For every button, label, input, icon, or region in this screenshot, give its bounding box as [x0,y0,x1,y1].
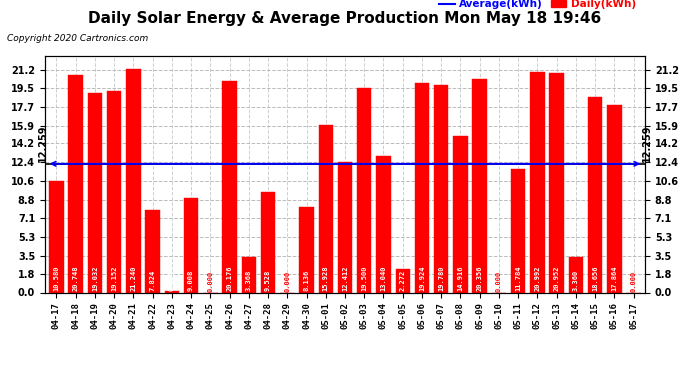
Text: 12.259: 12.259 [38,124,48,162]
Text: 9.008: 9.008 [188,270,194,291]
Text: 12.412: 12.412 [342,266,348,291]
Bar [126,69,141,292]
Bar [607,105,622,292]
Text: 17.864: 17.864 [611,266,618,291]
Legend: Average(kWh), Daily(kWh): Average(kWh), Daily(kWh) [435,0,640,13]
Bar [261,192,275,292]
Text: 19.152: 19.152 [111,266,117,291]
Bar [434,85,448,292]
Bar [473,79,487,292]
Bar [107,92,121,292]
Text: 12.259: 12.259 [642,124,652,162]
Bar [395,268,410,292]
Text: 9.528: 9.528 [265,270,271,291]
Bar [415,83,429,292]
Text: 19.924: 19.924 [419,266,425,291]
Text: 14.916: 14.916 [457,266,464,291]
Bar [569,257,583,292]
Bar [453,136,468,292]
Text: 13.040: 13.040 [380,266,386,291]
Text: Copyright 2020 Cartronics.com: Copyright 2020 Cartronics.com [7,34,148,43]
Text: 20.748: 20.748 [72,266,79,291]
Text: 20.356: 20.356 [477,266,483,291]
Text: 0.104: 0.104 [169,270,175,291]
Bar [549,72,564,292]
Text: 0.000: 0.000 [496,271,502,292]
Text: 0.000: 0.000 [631,271,637,292]
Text: 20.176: 20.176 [226,266,233,291]
Text: 7.824: 7.824 [150,270,156,291]
Text: 19.032: 19.032 [92,266,98,291]
Text: 21.240: 21.240 [130,266,137,291]
Bar [146,210,160,292]
Bar [511,169,525,292]
Bar [184,198,198,292]
Bar [338,162,352,292]
Bar [165,291,179,292]
Text: 19.780: 19.780 [438,266,444,291]
Text: 10.580: 10.580 [53,266,59,291]
Bar [241,257,256,292]
Bar [376,156,391,292]
Bar [530,72,544,292]
Bar [588,97,602,292]
Text: 11.784: 11.784 [515,266,521,291]
Text: 2.272: 2.272 [400,270,406,291]
Bar [49,182,63,292]
Text: 3.360: 3.360 [573,270,579,291]
Text: 3.368: 3.368 [246,270,252,291]
Bar [68,75,83,292]
Text: 0.000: 0.000 [207,271,213,292]
Text: 8.136: 8.136 [304,270,310,291]
Bar [222,81,237,292]
Text: 0.000: 0.000 [284,271,290,292]
Text: 15.928: 15.928 [323,266,328,291]
Text: 20.952: 20.952 [553,266,560,291]
Text: Daily Solar Energy & Average Production Mon May 18 19:46: Daily Solar Energy & Average Production … [88,11,602,26]
Text: 20.992: 20.992 [534,266,540,291]
Text: 19.500: 19.500 [362,266,367,291]
Bar [319,125,333,292]
Text: 18.656: 18.656 [592,266,598,291]
Bar [357,88,371,292]
Bar [299,207,314,292]
Bar [88,93,102,292]
